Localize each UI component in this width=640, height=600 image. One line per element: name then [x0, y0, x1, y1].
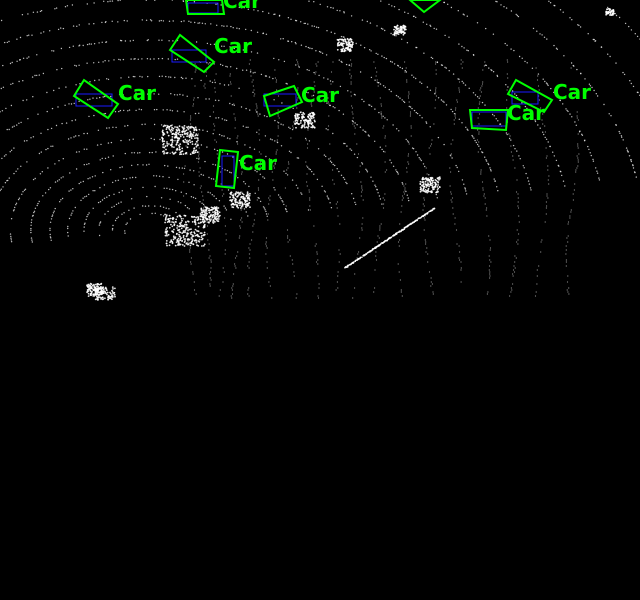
pred-box — [214, 148, 240, 190]
detection-label: Car — [239, 151, 277, 175]
gt-box — [263, 93, 297, 107]
detection-car-2: Car — [168, 33, 252, 74]
detection-label: Car — [214, 34, 252, 58]
detection-boxes: Car Car Car Car — [72, 0, 591, 190]
gt-box — [511, 91, 539, 105]
detection-label: Car — [118, 81, 156, 105]
detection-car-top: Car — [184, 0, 261, 15]
pred-box — [408, 0, 442, 14]
detection-car-4: Car — [262, 83, 339, 118]
pred-box — [72, 78, 120, 120]
detection-car-7: Car — [214, 148, 277, 190]
detection-car-3: Car — [72, 78, 156, 120]
pred-box — [168, 33, 216, 74]
detection-label: Car — [553, 80, 591, 104]
detection-car-6: Car — [506, 78, 591, 114]
gt-box — [187, 2, 219, 14]
detection-car-5: Car — [468, 101, 545, 132]
detection-label: Car — [301, 83, 339, 107]
detection-label: Car — [223, 0, 261, 13]
pred-box — [468, 109, 510, 132]
pred-box — [506, 78, 554, 114]
gt-box — [221, 155, 235, 187]
point-cloud — [0, 0, 640, 301]
pred-box — [184, 0, 226, 15]
detection-car-upper-right — [408, 0, 442, 14]
detection-label: Car — [507, 101, 545, 125]
pred-box — [262, 84, 304, 118]
